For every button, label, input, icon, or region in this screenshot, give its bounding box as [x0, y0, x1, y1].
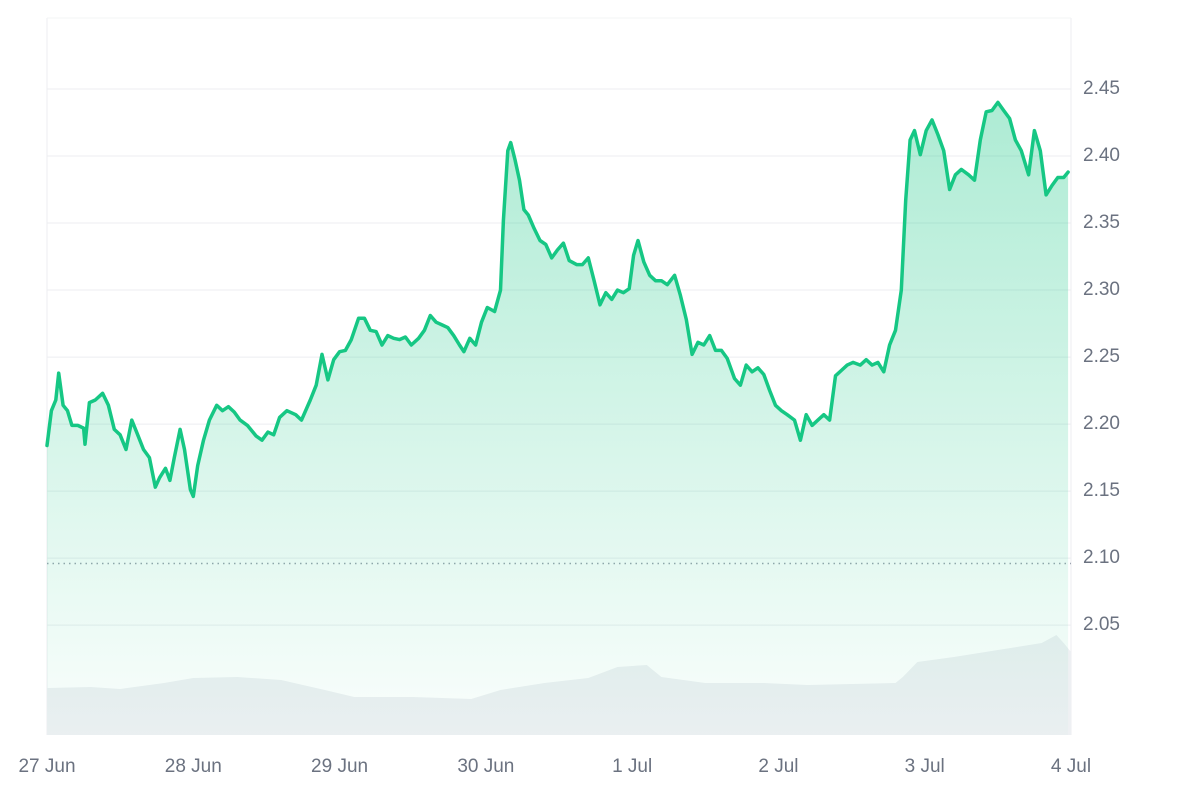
price-line: [45, 100, 1070, 499]
price-area: [47, 102, 1069, 735]
y-tick-label: 2.40: [1083, 145, 1120, 166]
x-tick-label: 3 Jul: [905, 756, 945, 777]
x-tick-label: 29 Jun: [311, 756, 368, 777]
x-tick-label: 4 Jul: [1051, 756, 1091, 777]
x-tick-label: 2 Jul: [758, 756, 798, 777]
y-tick-label: 2.25: [1083, 346, 1120, 367]
y-tick-label: 2.15: [1083, 480, 1120, 501]
x-tick-label: 28 Jun: [165, 756, 222, 777]
y-tick-label: 2.10: [1083, 547, 1120, 568]
x-tick-label: 27 Jun: [18, 756, 75, 777]
y-tick-label: 2.45: [1083, 78, 1120, 99]
x-tick-label: 1 Jul: [612, 756, 652, 777]
y-tick-label: 2.30: [1083, 279, 1120, 300]
y-tick-label: 2.05: [1083, 614, 1120, 635]
y-tick-label: 2.20: [1083, 413, 1120, 434]
y-tick-label: 2.35: [1083, 212, 1120, 233]
x-tick-label: 30 Jun: [457, 756, 514, 777]
